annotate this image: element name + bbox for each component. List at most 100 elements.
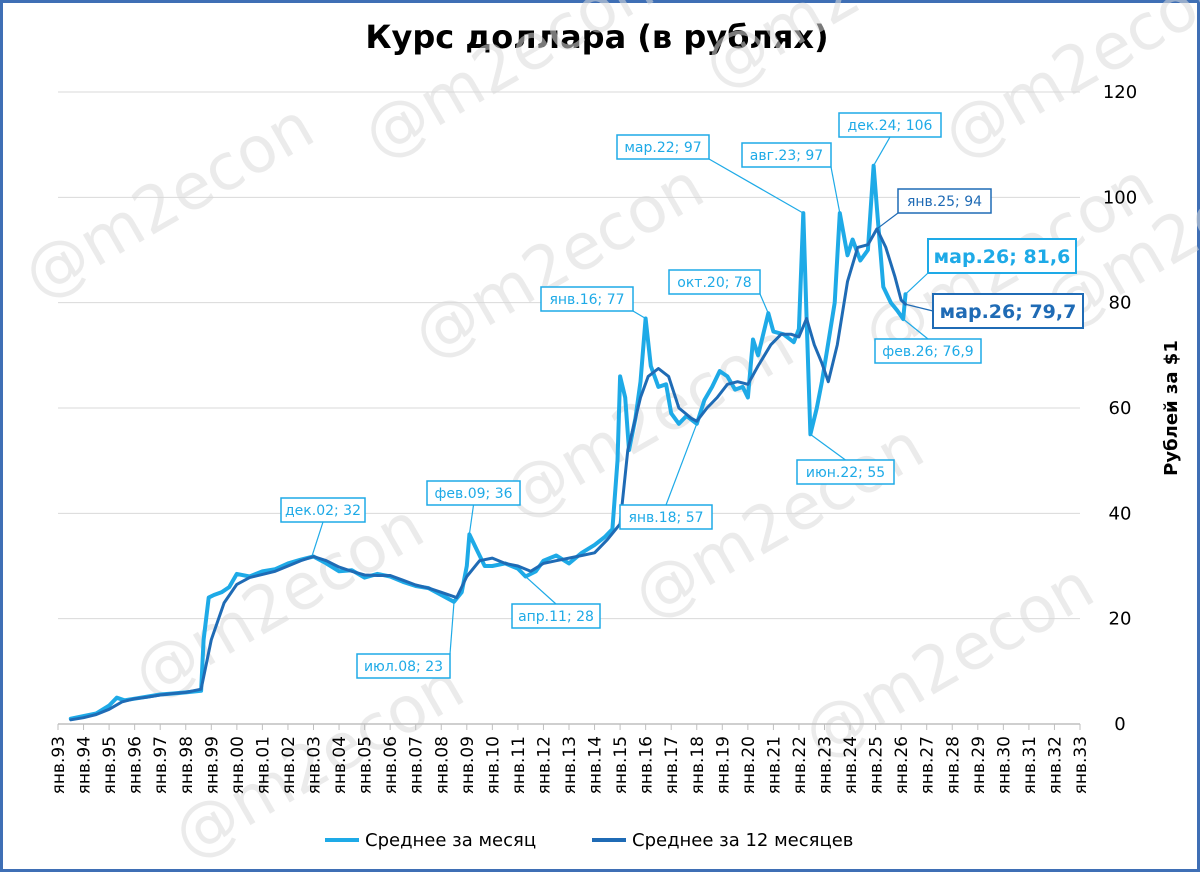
- watermark-0: @m2econ: [11, 89, 326, 314]
- x-tick-label-18: янв.11: [509, 736, 529, 794]
- annotation-11: янв.25; 94: [876, 188, 992, 230]
- annotation-9: авг.23; 97: [741, 142, 841, 214]
- annotation-2: фев.09; 36: [426, 480, 521, 535]
- annotation-14: фев.26; 76,9: [874, 318, 982, 364]
- x-tick-label-12: янв.05: [356, 736, 376, 794]
- annotation-leader-9: [830, 166, 841, 214]
- annotation-box-7: [616, 134, 710, 160]
- x-tick-label-34: янв.27: [918, 736, 938, 794]
- annotation-label-2: фев.09; 36: [434, 486, 512, 502]
- annotation-box-0: [280, 497, 366, 523]
- annotation-box-5: [619, 504, 713, 530]
- x-tick-label-4: янв.97: [151, 736, 171, 794]
- annotation-label-5: янв.18; 57: [628, 510, 703, 526]
- x-tick-label-19: янв.12: [534, 736, 554, 794]
- x-tick-label-5: янв.98: [177, 736, 197, 794]
- annotation-0: дек.02; 32: [280, 497, 366, 556]
- y-axis-ticks: 0 20 40 60 80 100 120: [1103, 82, 1137, 735]
- legend: Среднее за месяц Среднее за 12 месяцев: [325, 830, 853, 851]
- chart-title: Курс доллара (в рублях): [365, 18, 829, 56]
- annotation-1: июл.08; 23: [356, 601, 455, 679]
- x-tick-label-26: янв.19: [713, 736, 733, 794]
- annotation-label-11: янв.25; 94: [907, 194, 982, 210]
- annotation-10: дек.24; 106: [838, 112, 942, 167]
- x-tick-label-17: янв.10: [483, 736, 503, 794]
- x-tick-label-2: янв.95: [100, 736, 120, 794]
- x-tick-label-20: янв.13: [560, 736, 580, 794]
- x-tick-label-27: янв.20: [739, 736, 759, 794]
- x-tick-label-40: янв.33: [1071, 736, 1091, 794]
- x-tick-label-37: янв.30: [994, 736, 1014, 794]
- annotation-leader-10: [873, 136, 891, 167]
- annotation-13: мар.26; 79,7: [905, 293, 1084, 329]
- annotation-box-2: [426, 480, 521, 506]
- x-tick-label-6: янв.99: [202, 736, 222, 794]
- x-tick-label-24: янв.17: [662, 736, 682, 794]
- annotation-leader-11: [876, 212, 899, 230]
- x-axis-ticks: янв.93 янв.94 янв.95 янв.96 янв.97 янв.98 янв.…: [49, 724, 1091, 794]
- annotation-4: янв.16; 77: [540, 286, 646, 319]
- y-tick-label-2: 40: [1109, 503, 1132, 524]
- annotation-box-14: [874, 338, 982, 364]
- annotation-12: мар.26; 81,6: [905, 238, 1077, 295]
- annotation-leader-12: [905, 272, 929, 295]
- x-tick-label-10: янв.03: [305, 736, 325, 794]
- annotation-box-6: [668, 269, 761, 295]
- y-tick-label-3: 60: [1109, 398, 1132, 419]
- y-tick-label-6: 120: [1103, 82, 1137, 103]
- x-tick-label-22: янв.15: [611, 736, 631, 794]
- legend-label-1: Среднее за 12 месяцев: [632, 830, 853, 851]
- x-tick-label-7: янв.00: [228, 736, 248, 794]
- x-tick-label-30: янв.23: [816, 736, 836, 794]
- x-tick-label-36: янв.29: [969, 736, 989, 794]
- annotation-6: окт.20; 78: [668, 269, 769, 314]
- legend-label-0: Среднее за месяц: [365, 830, 536, 851]
- x-tick-label-31: янв.24: [841, 736, 861, 794]
- annotation-box-4: [540, 286, 634, 312]
- y-axis-label: Рублей за $1: [1161, 340, 1182, 476]
- annotation-label-8: июн.22; 55: [806, 465, 885, 481]
- annotation-label-0: дек.02; 32: [285, 503, 361, 519]
- annotation-5: янв.18; 57: [619, 423, 713, 530]
- watermark-7: @m2econ: [931, 0, 1200, 174]
- annotation-box-9: [741, 142, 832, 168]
- x-tick-label-9: янв.02: [279, 736, 299, 794]
- annotation-leader-4: [632, 310, 646, 319]
- annotation-leader-13: [905, 303, 934, 312]
- y-tick-label-1: 20: [1109, 609, 1132, 630]
- y-tick-label-4: 80: [1109, 293, 1132, 314]
- annotation-label-12: мар.26; 81,6: [934, 246, 1071, 268]
- annotation-box-11: [897, 188, 992, 214]
- annotation-leader-2: [468, 504, 475, 535]
- y-tick-label-5: 100: [1103, 187, 1137, 208]
- annotation-box-10: [838, 112, 942, 138]
- x-tick-label-15: янв.08: [432, 736, 452, 794]
- x-tick-label-8: янв.01: [253, 736, 273, 794]
- x-tick-label-28: янв.21: [764, 736, 784, 794]
- annotation-label-6: окт.20; 78: [677, 275, 751, 291]
- x-tick-label-39: янв.32: [1045, 736, 1065, 794]
- annotation-leader-7: [708, 158, 804, 214]
- annotation-label-13: мар.26; 79,7: [940, 301, 1077, 323]
- annotation-box-3: [511, 603, 601, 629]
- x-tick-label-21: янв.14: [586, 736, 606, 794]
- annotation-leader-5: [665, 423, 698, 506]
- x-tick-label-32: янв.25: [867, 736, 887, 794]
- x-tick-label-1: янв.94: [75, 736, 95, 794]
- series-line-1: [69, 227, 907, 722]
- annotations: дек.02; 32 июл.08; 23 фев.09; 36 апр.11; 28…: [280, 112, 1084, 679]
- annotation-label-10: дек.24; 106: [848, 118, 933, 134]
- x-tick-label-13: янв.06: [381, 736, 401, 794]
- annotation-leader-3: [525, 576, 557, 605]
- annotation-label-3: апр.11; 28: [518, 609, 594, 625]
- series-lines: [68, 163, 908, 722]
- x-tick-label-16: янв.09: [458, 736, 478, 794]
- series-line-0: [68, 163, 908, 721]
- annotation-label-7: мар.22; 97: [624, 140, 701, 156]
- x-tick-label-23: янв.16: [637, 736, 657, 794]
- annotation-leader-0: [311, 521, 324, 556]
- annotation-label-4: янв.16; 77: [549, 292, 624, 308]
- annotation-label-14: фев.26; 76,9: [882, 344, 973, 360]
